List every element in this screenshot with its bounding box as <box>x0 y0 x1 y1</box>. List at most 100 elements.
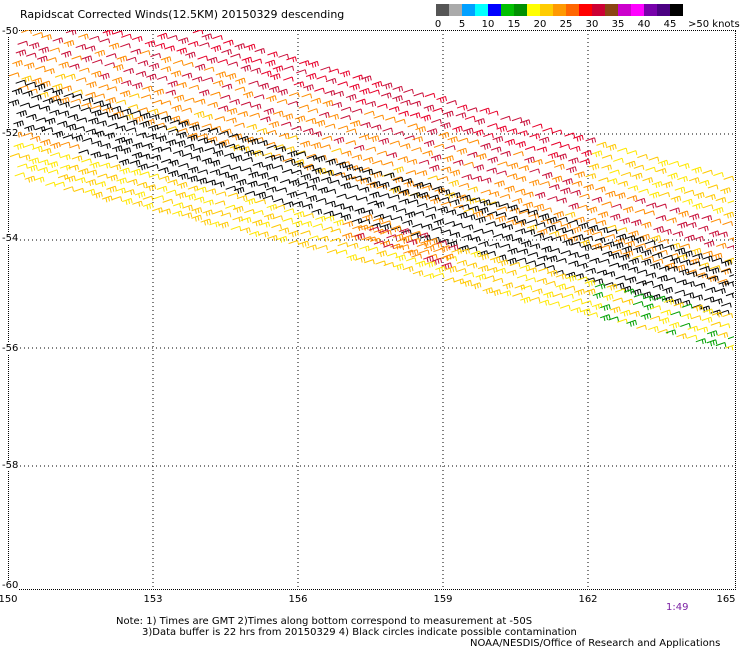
wind-barb <box>720 268 732 274</box>
wind-barb <box>615 233 627 241</box>
wind-barb <box>636 269 648 275</box>
wind-barb <box>22 90 33 97</box>
wind-barb <box>130 168 141 176</box>
wind-barb <box>536 277 548 284</box>
wind-barb <box>72 134 84 142</box>
wind-barb <box>547 151 559 159</box>
wind-barb <box>555 283 567 291</box>
wind-barb <box>174 140 186 148</box>
wind-barb <box>649 262 661 270</box>
wind-barb <box>529 168 540 174</box>
wind-barb <box>650 305 662 311</box>
wind-barb <box>191 207 203 215</box>
wind-barb <box>122 138 133 146</box>
wind-barb <box>706 330 718 338</box>
wind-barb <box>49 94 60 102</box>
wind-barb <box>264 59 276 67</box>
wind-barb <box>587 312 599 318</box>
wind-barb <box>244 190 256 197</box>
wind-barb <box>577 222 589 230</box>
wind-barb <box>657 249 668 255</box>
wind-barb <box>317 244 328 251</box>
wind-barb <box>225 72 237 80</box>
wind-barb <box>181 152 193 158</box>
wind-barb <box>615 275 626 281</box>
wind-barb <box>84 45 96 52</box>
wind-barb <box>529 243 541 250</box>
wind-barb <box>633 293 645 299</box>
wind-barb <box>238 135 249 143</box>
wind-barb <box>653 226 664 233</box>
wind-barb <box>537 255 548 262</box>
wind-barb <box>253 210 264 216</box>
wind-barb <box>37 166 49 173</box>
wind-barb <box>725 344 734 351</box>
wind-barb <box>447 136 458 144</box>
wind-barb <box>582 235 594 241</box>
wind-barb <box>410 100 422 107</box>
wind-barb <box>514 220 526 227</box>
wind-barb <box>12 60 23 67</box>
wind-barb <box>419 194 431 201</box>
wind-barb <box>371 80 383 88</box>
wind-barb <box>42 98 54 105</box>
wind-barb <box>102 30 114 37</box>
wind-barb <box>177 172 189 180</box>
wind-barb <box>115 99 127 105</box>
wind-barb <box>29 104 41 110</box>
wind-barb <box>351 218 363 225</box>
wind-barb <box>452 125 463 133</box>
wind-barb <box>570 241 581 247</box>
lat-label: -60 <box>2 580 19 591</box>
wind-barb <box>303 164 315 170</box>
wind-barb <box>691 166 702 174</box>
wind-barb <box>687 325 699 332</box>
wind-barb <box>325 158 336 166</box>
wind-barb <box>378 181 390 189</box>
wind-barb <box>306 244 317 251</box>
wind-barb <box>202 113 213 120</box>
wind-barb <box>388 186 400 194</box>
wind-barb <box>521 285 533 291</box>
wind-barb <box>689 261 701 267</box>
wind-barb <box>594 237 606 244</box>
wind-barb <box>591 196 603 203</box>
wind-barb <box>232 216 244 223</box>
wind-barb <box>477 250 489 258</box>
wind-barb <box>237 111 249 118</box>
wind-barb <box>241 56 253 64</box>
legend-swatch <box>475 4 488 16</box>
wind-barb <box>432 107 444 113</box>
wind-barb <box>686 271 698 278</box>
wind-barb <box>111 196 123 202</box>
wind-barb <box>506 128 518 135</box>
wind-barb <box>330 228 342 234</box>
wind-barb <box>724 257 734 265</box>
wind-barb <box>672 230 684 238</box>
wind-barb <box>197 169 209 175</box>
wind-barb <box>574 171 586 179</box>
wind-barb <box>234 122 245 128</box>
wind-barb <box>719 323 731 329</box>
wind-barb <box>49 109 60 116</box>
wind-barb <box>50 141 61 149</box>
wind-barb <box>243 149 255 157</box>
wind-barb <box>36 55 48 63</box>
wind-barb <box>380 92 392 99</box>
wind-barb <box>362 209 374 216</box>
wind-barb <box>197 137 209 144</box>
wind-barb <box>398 188 410 196</box>
wind-barb <box>223 152 235 159</box>
wind-barb <box>166 189 177 195</box>
wind-barb <box>591 303 603 310</box>
wind-barb <box>613 157 624 163</box>
wind-barb <box>258 231 269 238</box>
wind-barb <box>383 243 394 249</box>
wind-barb <box>532 159 543 166</box>
wind-barb <box>461 234 472 241</box>
wind-barb <box>33 176 45 183</box>
wind-barb <box>359 87 370 95</box>
wind-barb <box>54 181 65 187</box>
wind-barb <box>511 117 523 123</box>
wind-barb <box>386 204 398 211</box>
